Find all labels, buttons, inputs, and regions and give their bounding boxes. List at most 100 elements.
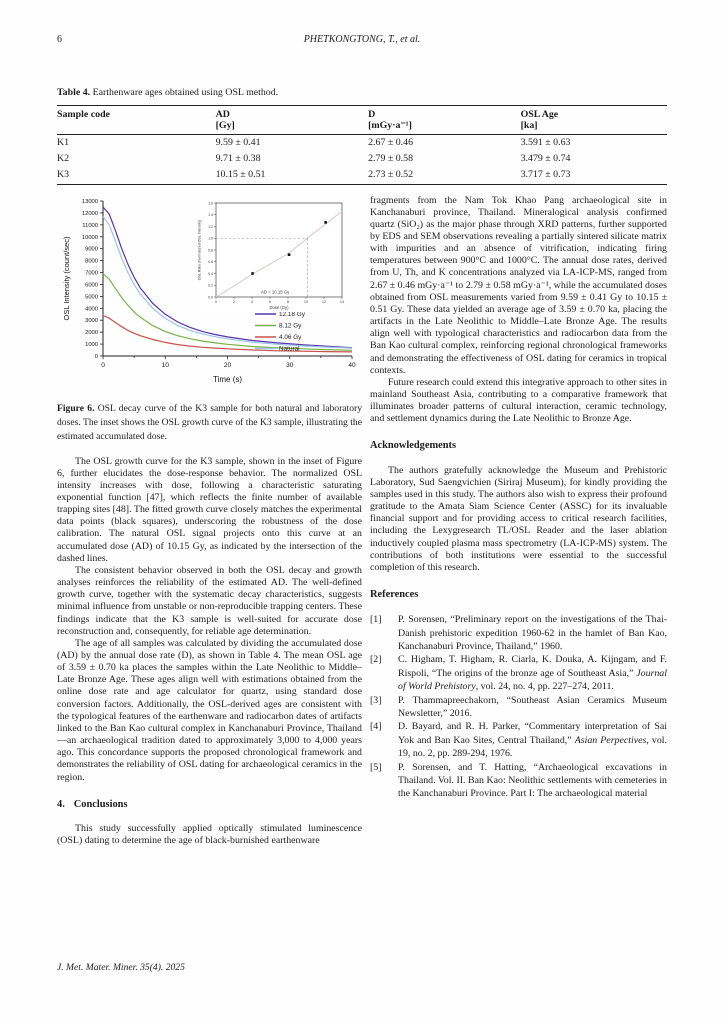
figure-6-chart: 0 1000 2000 3000 4000 5000 6000 7000 8000 9000 100… bbox=[59, 195, 357, 393]
svg-text:8: 8 bbox=[287, 300, 289, 304]
column-header: Sample code bbox=[57, 108, 110, 120]
osl-decay-chart: 0100020003000400050006000700080009000100… bbox=[62, 199, 356, 384]
figure-caption-label: Figure 6. bbox=[57, 402, 95, 414]
svg-text:Natural: Natural bbox=[279, 345, 300, 352]
svg-text:20: 20 bbox=[224, 362, 232, 369]
table-cell: 3.717 ± 0.73 bbox=[520, 166, 667, 185]
svg-text:11000: 11000 bbox=[82, 222, 98, 228]
table-row: K2 9.71 ± 0.38 2.79 ± 0.58 3.479 ± 0.74 bbox=[57, 151, 667, 167]
svg-text:AD = 10.15 Gy: AD = 10.15 Gy bbox=[261, 289, 290, 294]
svg-text:OSL Ratio (Normalized OSL Inte: OSL Ratio (Normalized OSL Intensity) bbox=[198, 219, 202, 279]
paragraph: This study successfully applied opticall… bbox=[57, 822, 362, 847]
table-cell: 2.73 ± 0.52 bbox=[368, 166, 521, 185]
svg-text:5000: 5000 bbox=[85, 294, 98, 300]
reference-number: [4] bbox=[370, 721, 382, 733]
section-number: 4. bbox=[57, 798, 65, 810]
right-column: fragments from the Nam Tok Khao Pang arc… bbox=[370, 195, 667, 848]
svg-text:0.4: 0.4 bbox=[208, 271, 213, 275]
svg-text:0.8: 0.8 bbox=[208, 248, 213, 252]
svg-text:3000: 3000 bbox=[85, 318, 98, 324]
svg-text:30: 30 bbox=[286, 362, 294, 369]
osl-growth-inset: 0.0 0.2 0.4 0.6 0.8 1.0 1.2 1.4 1.6 0 2 4 6 8 10 12 14 AD… bbox=[198, 201, 344, 310]
svg-text:13000: 13000 bbox=[82, 199, 98, 205]
column-header: OSL Age bbox=[520, 108, 559, 120]
table-header-row: Sample code AD D OSL Age bbox=[57, 106, 667, 120]
table-cell: 3.591 ± 0.63 bbox=[520, 137, 571, 148]
svg-text:40: 40 bbox=[348, 362, 356, 369]
svg-text:10: 10 bbox=[162, 362, 170, 369]
figure-caption: Figure 6. OSL decay curve of the K3 samp… bbox=[57, 402, 362, 444]
reference-text: D. Bayard, and R. H. Parker, “Commentary… bbox=[398, 721, 667, 760]
svg-text:0: 0 bbox=[95, 354, 98, 360]
table-cell: K3 bbox=[57, 166, 216, 185]
section-title: Conclusions bbox=[73, 798, 128, 810]
svg-text:0.6: 0.6 bbox=[208, 260, 213, 264]
svg-text:12: 12 bbox=[322, 300, 326, 304]
svg-text:2000: 2000 bbox=[85, 330, 98, 336]
paragraph: Future research could extend this integr… bbox=[370, 376, 667, 425]
table-cell: 2.79 ± 0.58 bbox=[368, 153, 414, 164]
reference-number: [1] bbox=[370, 614, 382, 626]
reference-item: [3] P. Thammapreechakorn, “Southeast Asia… bbox=[370, 694, 667, 721]
column-unit: [ka] bbox=[520, 119, 667, 135]
svg-text:14: 14 bbox=[340, 300, 344, 304]
references-heading: References bbox=[370, 589, 419, 601]
svg-text:6: 6 bbox=[269, 300, 271, 304]
table-caption: Table 4. Earthenware ages obtained using… bbox=[57, 87, 667, 98]
svg-text:7000: 7000 bbox=[85, 270, 98, 276]
svg-text:4: 4 bbox=[251, 300, 253, 304]
reference-item: [4] D. Bayard, and R. H. Parker, “Comment… bbox=[370, 720, 667, 760]
svg-text:0: 0 bbox=[101, 362, 105, 369]
svg-text:12.18 Gy: 12.18 Gy bbox=[279, 311, 306, 318]
svg-text:4.06 Gy: 4.06 Gy bbox=[279, 334, 302, 341]
svg-text:10: 10 bbox=[304, 300, 308, 304]
svg-text:1.4: 1.4 bbox=[208, 213, 213, 217]
svg-text:6000: 6000 bbox=[85, 282, 98, 288]
svg-text:OSL Intensity (count/sec): OSL Intensity (count/sec) bbox=[62, 236, 71, 320]
svg-text:8000: 8000 bbox=[85, 258, 98, 264]
svg-text:0.0: 0.0 bbox=[208, 295, 213, 299]
column-unit: [Gy] bbox=[215, 119, 369, 135]
table-cell: 2.67 ± 0.46 bbox=[368, 137, 414, 148]
page-number: 6 bbox=[57, 34, 62, 45]
reference-text: C. Higham, T. Higham, R. Ciarla, K. Douk… bbox=[398, 654, 667, 693]
column-unit bbox=[57, 119, 216, 135]
svg-text:2: 2 bbox=[233, 300, 235, 304]
svg-text:0.2: 0.2 bbox=[208, 283, 213, 287]
svg-text:4000: 4000 bbox=[85, 306, 98, 312]
reference-text: P. Sorensen, and T. Hatting, “Archaeolog… bbox=[398, 761, 667, 800]
table-cell: 3.479 ± 0.74 bbox=[520, 153, 571, 164]
reference-item: [5] P. Sorensen, and T. Hatting, “Archaeo… bbox=[370, 761, 667, 801]
column-header: AD bbox=[215, 108, 230, 120]
table-row: K3 10.15 ± 0.51 2.73 ± 0.52 3.717 ± 0.73 bbox=[57, 166, 667, 185]
paragraph: The age of all samples was calculated by… bbox=[57, 637, 362, 783]
figure-caption-text: OSL decay curve of the K3 sample for bot… bbox=[57, 402, 362, 442]
svg-text:0: 0 bbox=[215, 300, 217, 304]
svg-text:1.0: 1.0 bbox=[208, 236, 213, 240]
svg-text:1.6: 1.6 bbox=[208, 201, 213, 205]
table-row: K1 9.59 ± 0.41 2.67 ± 0.46 3.591 ± 0.63 bbox=[57, 134, 667, 151]
osl-growth-inset-box: 0.0 0.2 0.4 0.6 0.8 1.0 1.2 1.4 1.6 0 2 4 6 8 10 12 14 AD… bbox=[195, 197, 349, 312]
table-cell: K2 bbox=[57, 153, 70, 164]
svg-text:Dose (Gy): Dose (Gy) bbox=[269, 305, 289, 310]
reference-item: [1] P. Sorensen, “Preliminary report on t… bbox=[370, 613, 667, 653]
reference-item: [2] C. Higham, T. Higham, R. Ciarla, K. D… bbox=[370, 653, 667, 693]
reference-number: [2] bbox=[370, 654, 382, 666]
svg-text:10000: 10000 bbox=[82, 234, 98, 240]
reference-text: P. Sorensen, “Preliminary report on the … bbox=[398, 614, 667, 652]
reference-text: P. Thammapreechakorn, “Southeast Asian C… bbox=[398, 694, 667, 720]
acknowledgements-heading: Acknowledgements bbox=[370, 440, 457, 452]
paragraph: The consistent behavior observed in both… bbox=[57, 564, 362, 637]
paragraph: The OSL growth curve for the K3 sample, … bbox=[57, 455, 362, 564]
table-cell: 10.15 ± 0.51 bbox=[215, 166, 369, 185]
table-cell: 9.71 ± 0.38 bbox=[215, 153, 261, 164]
svg-text:9000: 9000 bbox=[85, 246, 98, 252]
table-caption-label: Table 4. bbox=[57, 87, 91, 98]
running-title: PHETKONGTONG, T., et al. bbox=[303, 34, 421, 45]
osl-ages-table: Sample code AD D OSL Age [Gy] [mGy·a⁻¹] … bbox=[57, 105, 667, 185]
column-header: D bbox=[368, 108, 376, 120]
svg-text:8.12 Gy: 8.12 Gy bbox=[279, 322, 302, 329]
reference-number: [5] bbox=[370, 761, 382, 773]
svg-text:Time (s): Time (s) bbox=[213, 375, 242, 384]
